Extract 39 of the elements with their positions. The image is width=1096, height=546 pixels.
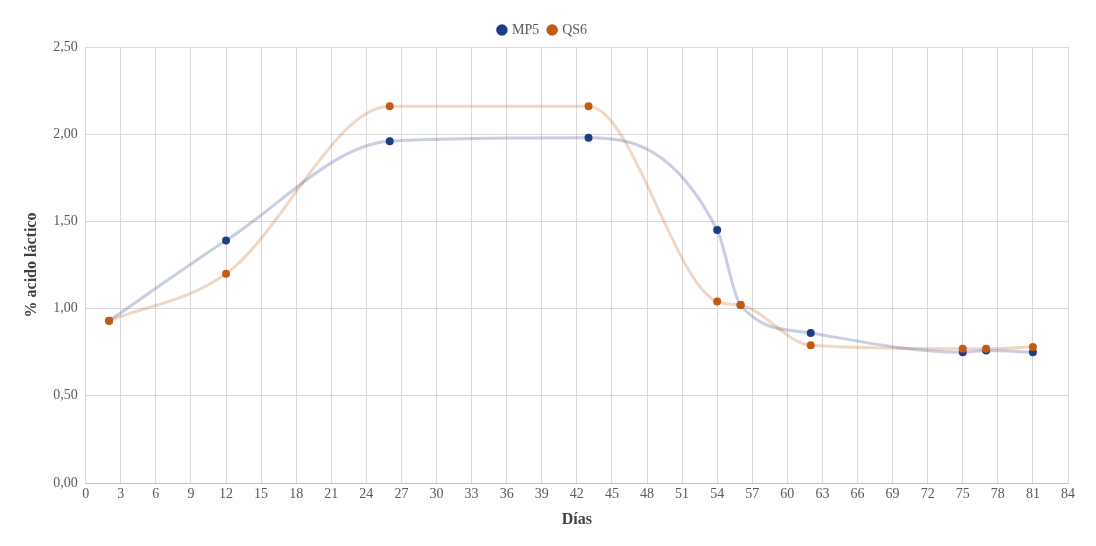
y-tick-label: 2,50 <box>53 38 78 54</box>
y-tick-label: 0,00 <box>53 474 78 490</box>
x-tick-label: 3 <box>117 486 125 502</box>
x-tick-label: 78 <box>990 486 1005 502</box>
x-tick-label: 24 <box>359 486 374 502</box>
x-tick-label: 30 <box>429 486 444 502</box>
x-tick-label: 48 <box>640 486 655 502</box>
x-tick-label: 21 <box>324 486 339 502</box>
x-tick-label: 54 <box>710 486 725 502</box>
x-tick-label: 72 <box>920 486 935 502</box>
x-tick-label: 6 <box>152 486 160 502</box>
x-tick-label: 18 <box>289 486 304 502</box>
x-tick-label: 81 <box>1025 486 1040 502</box>
x-axis-title: Días <box>561 509 592 527</box>
y-axis-title: % acido láctico <box>21 212 39 318</box>
x-tick-label: 45 <box>604 486 619 502</box>
x-tick-label: 75 <box>955 486 970 502</box>
x-tick-label: 60 <box>780 486 795 502</box>
x-tick-label: 12 <box>219 486 234 502</box>
y-tick-label: 2,00 <box>53 125 78 141</box>
y-tick-label: 1,50 <box>53 213 78 229</box>
x-tick-label: 15 <box>254 486 269 502</box>
x-tick-label: 84 <box>1061 486 1075 502</box>
x-tick-label: 0 <box>82 486 90 502</box>
y-tick-label: 0,50 <box>53 387 78 403</box>
x-tick-label: 42 <box>569 486 584 502</box>
y-tick-label: 1,00 <box>53 300 78 316</box>
x-tick-label: 66 <box>850 486 865 502</box>
x-tick-label: 39 <box>534 486 549 502</box>
x-tick-label: 63 <box>815 486 830 502</box>
x-tick-label: 51 <box>675 486 690 502</box>
x-tick-label: 36 <box>499 486 514 502</box>
x-tick-label: 33 <box>464 486 479 502</box>
x-tick-label: 27 <box>394 486 409 502</box>
x-tick-label: 69 <box>885 486 900 502</box>
legend-label: QS6 <box>562 21 588 37</box>
x-tick-label: 9 <box>187 486 195 502</box>
legend-label: MP5 <box>511 21 540 37</box>
x-tick-label: 57 <box>745 486 760 502</box>
